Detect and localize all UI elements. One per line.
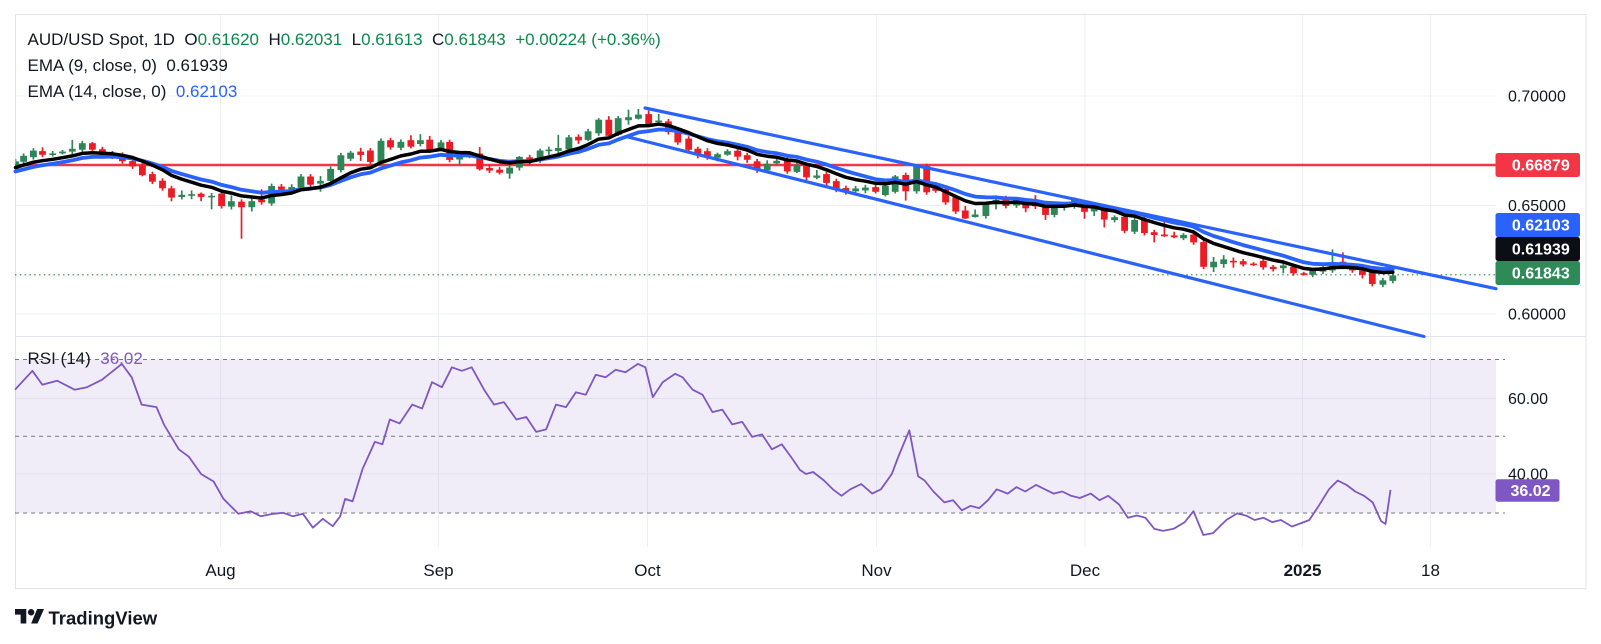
svg-text:0.61939: 0.61939 [1512, 242, 1570, 259]
svg-text:TradingView: TradingView [49, 608, 158, 629]
svg-text:0.65000: 0.65000 [1508, 198, 1566, 215]
svg-text:0.70000: 0.70000 [1508, 89, 1566, 106]
svg-text:2025: 2025 [1284, 561, 1322, 580]
svg-text:RSI (14) 36.02: RSI (14) 36.02 [28, 349, 143, 368]
svg-text:0.61843: 0.61843 [1512, 266, 1570, 283]
svg-text:36.02: 36.02 [1510, 483, 1550, 500]
svg-text:60.00: 60.00 [1508, 391, 1548, 408]
svg-text:Nov: Nov [861, 561, 892, 580]
svg-text:0.62103: 0.62103 [1512, 218, 1570, 235]
svg-text:0.66879: 0.66879 [1512, 158, 1570, 175]
svg-text:18: 18 [1421, 561, 1440, 580]
svg-text:Sep: Sep [423, 561, 453, 580]
svg-text:0.60000: 0.60000 [1508, 307, 1566, 324]
svg-text:Oct: Oct [634, 561, 661, 580]
svg-text:EMA (14, close, 0) 0.62103: EMA (14, close, 0) 0.62103 [28, 82, 238, 101]
svg-text:Aug: Aug [205, 561, 235, 580]
svg-text:AUD/USD Spot, 1D O0.61620 H0: AUD/USD Spot, 1D O0.61620 H0.62031 L0.61… [28, 30, 661, 49]
svg-text:EMA (9, close, 0) 0.61939: EMA (9, close, 0) 0.61939 [28, 56, 228, 75]
svg-text:Dec: Dec [1070, 561, 1101, 580]
